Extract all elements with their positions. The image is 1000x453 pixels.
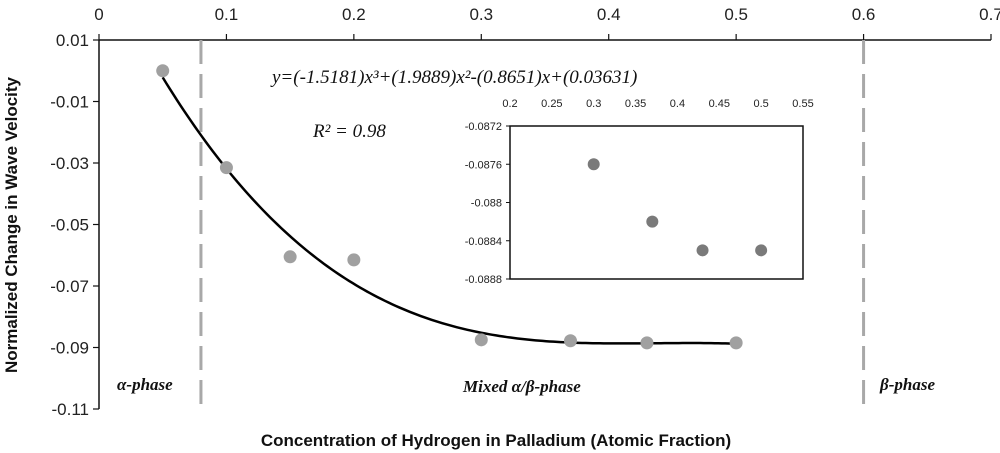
inset-data-point: [755, 244, 768, 257]
x-axis-title: Concentration of Hydrogen in Palladium (…: [261, 431, 731, 450]
x-axis-ticks: 0 0.1 0.2 0.3 0.4 0.5 0.6 0.7: [94, 5, 1000, 40]
inset-chart: 0.2 0.25 0.3 0.35 0.4 0.45 0.5 0.55 -0.0872 -0.08…: [465, 98, 814, 286]
inset-data-point: [587, 158, 600, 171]
fit-equation: y=(-1.5181)x³+(1.9889)x²-(0.8651)x+(0.03…: [270, 67, 637, 88]
y-tick-label: -0.03: [50, 154, 89, 173]
x-tick-label: 0.5: [724, 5, 748, 24]
x-tick-label: 0.6: [852, 5, 876, 24]
x-tick-label: 0.3: [469, 5, 493, 24]
inset-data-point: [696, 244, 709, 257]
inset-y-tick-label: -0.0872: [465, 121, 502, 133]
phase-label-alpha: α-phase: [117, 375, 173, 394]
y-tick-label: -0.09: [50, 339, 89, 358]
phase-boundaries: [199, 40, 866, 405]
data-point: [474, 333, 488, 347]
y-axis-ticks: 0.01 -0.01 -0.03 -0.05 -0.07 -0.09 -0.11: [50, 31, 99, 419]
data-point: [283, 250, 297, 264]
y-tick-label: -0.11: [52, 400, 90, 419]
inset-x-tick-label: 0.4: [670, 98, 685, 110]
y-tick-label: -0.01: [50, 93, 89, 112]
data-point: [640, 336, 654, 350]
inset-y-tick-label: -0.088: [471, 198, 502, 210]
x-tick-label: 0.2: [342, 5, 366, 24]
y-tick-label: -0.05: [50, 216, 89, 235]
data-point: [729, 336, 743, 350]
r-squared: R² = 0.98: [312, 121, 386, 142]
inset-x-tick-label: 0.55: [792, 98, 813, 110]
data-points: [156, 64, 743, 350]
x-tick-label: 0.4: [597, 5, 621, 24]
x-tick-label: 0.7: [979, 5, 1000, 24]
data-point: [563, 334, 577, 348]
inset-y-tick-label: -0.0888: [465, 274, 502, 286]
inset-x-tick-label: 0.3: [586, 98, 601, 110]
phase-label-beta: β-phase: [879, 375, 935, 394]
phase-label-mixed: Mixed α/β-phase: [462, 377, 581, 396]
inset-x-tick-label: 0.35: [625, 98, 646, 110]
x-tick-label: 0: [94, 5, 103, 24]
y-tick-label: 0.01: [56, 31, 89, 50]
inset-data-point: [646, 215, 659, 228]
y-tick-label: -0.07: [50, 277, 89, 296]
x-tick-label: 0.1: [215, 5, 239, 24]
inset-y-tick-label: -0.0876: [465, 159, 502, 171]
inset-frame: [509, 125, 804, 280]
inset-x-tick-label: 0.5: [753, 98, 768, 110]
inset-x-tick-label: 0.25: [541, 98, 562, 110]
inset-x-tick-label: 0.45: [709, 98, 730, 110]
inset-y-tick-label: -0.0884: [465, 236, 502, 248]
y-axis-title: Normalized Change in Wave Velocity: [2, 76, 21, 373]
data-point: [347, 253, 361, 267]
data-point: [156, 64, 170, 78]
data-point: [219, 161, 233, 175]
inset-x-tick-label: 0.2: [502, 98, 517, 110]
